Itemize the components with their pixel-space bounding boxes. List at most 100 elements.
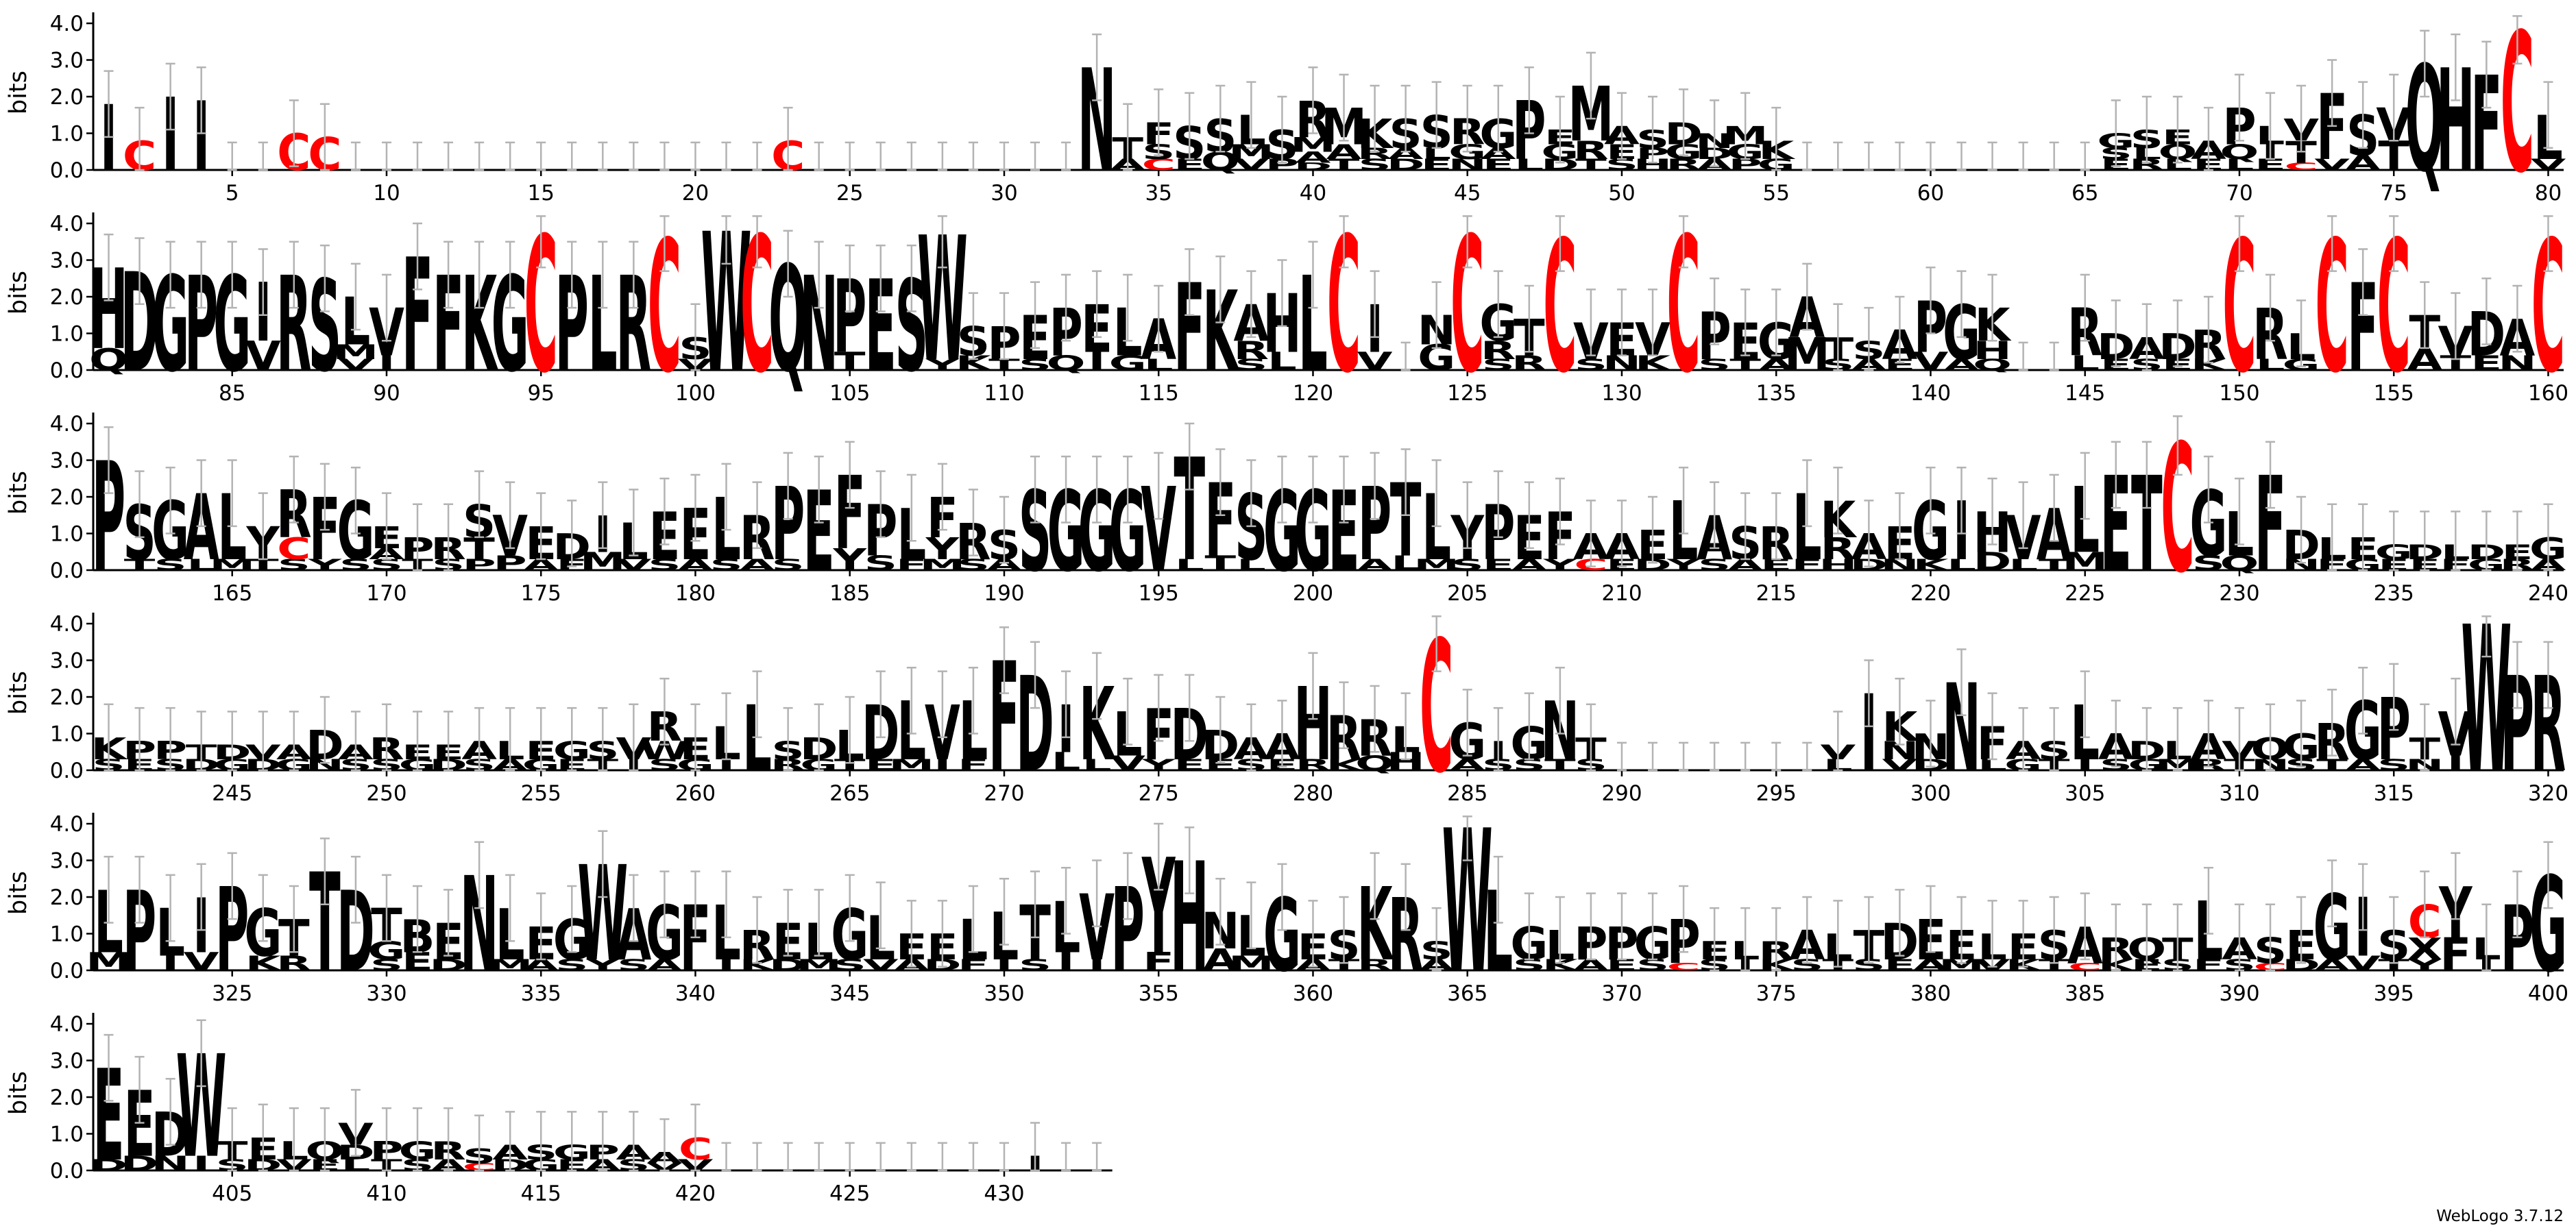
x-tick-label: 210 [1601, 581, 1642, 606]
error-bar [350, 855, 361, 924]
error-bar [1616, 92, 1627, 160]
error-bar [1740, 492, 1751, 561]
error-bar [690, 141, 701, 171]
error-bar [598, 481, 608, 550]
y-tick-label: 3.0 [50, 849, 84, 874]
error-bar [1215, 84, 1226, 153]
logo-letter: S [370, 957, 403, 974]
error-bar [2111, 700, 2121, 768]
logo-letter: A [647, 957, 683, 974]
error-bar [2080, 892, 2090, 961]
logo-letter: E [1483, 156, 1514, 174]
logo-letter: I [193, 1152, 210, 1175]
logo-letter: L [1144, 356, 1174, 374]
error-bar [227, 711, 237, 772]
x-tick-label: 275 [1139, 781, 1179, 806]
y-tick-label: 0.0 [50, 959, 84, 983]
error-bar [814, 241, 824, 309]
error-bar [937, 215, 947, 269]
error-bar [629, 874, 639, 942]
error-bar [1030, 141, 1041, 171]
error-bar [1956, 648, 1967, 717]
error-bar [196, 711, 206, 772]
error-bar [289, 1107, 299, 1172]
error-bar [1771, 741, 1782, 772]
error-bar [104, 1033, 114, 1102]
error-bar [2111, 99, 2121, 167]
logo-letter: R [1573, 136, 1609, 165]
x-tick-label: 5 [226, 181, 239, 206]
error-bar [2481, 903, 2492, 972]
error-bar [2172, 903, 2183, 972]
error-bar [165, 241, 175, 309]
error-bar [1092, 652, 1102, 720]
logo-letter: Y [832, 543, 867, 578]
logo-letter: N [1448, 156, 1487, 174]
error-bar [1184, 422, 1195, 491]
error-bar [845, 244, 855, 312]
error-bar [2234, 903, 2244, 972]
logo-letter: S [1358, 156, 1391, 174]
x-tick-label: 35 [1145, 181, 1171, 206]
logo-letter: L [2070, 352, 2100, 375]
error-bar [1648, 95, 1658, 164]
error-bar [1524, 481, 1534, 550]
logo-letter: S [648, 757, 681, 774]
logo-letter: V [1913, 347, 1949, 376]
error-bar [2481, 278, 2492, 345]
logo-letter: K [740, 957, 777, 974]
error-bar [350, 466, 361, 535]
error-bar [1679, 466, 1689, 535]
error-bar [536, 707, 546, 772]
logo-letter: E [2471, 352, 2503, 375]
error-bar [2420, 703, 2430, 772]
error-bar [968, 489, 978, 556]
error-bar [1184, 674, 1195, 742]
error-bar [505, 481, 515, 550]
error-bar [1215, 696, 1226, 764]
error-bar [1616, 892, 1627, 961]
error-bar [598, 241, 608, 309]
error-bar [2512, 284, 2523, 353]
error-bar [1987, 692, 1997, 761]
error-bar [999, 292, 1009, 360]
y-tick-label: 2.0 [50, 85, 84, 110]
error-bar [104, 703, 114, 772]
error-bar [2203, 700, 2213, 768]
error-bar [2141, 441, 2152, 509]
logo-letter: T [1205, 552, 1237, 575]
logo-letter: M [889, 757, 935, 774]
error-bar [1061, 866, 1071, 935]
error-bar [968, 1142, 978, 1172]
x-tick-label: 430 [984, 1181, 1024, 1206]
error-bar [1864, 306, 1874, 371]
error-bar [381, 141, 391, 171]
error-bar [2451, 678, 2461, 746]
error-bar [968, 292, 978, 360]
logo-letter: S [278, 556, 311, 574]
x-tick-label: 115 [1139, 381, 1179, 406]
error-bar [845, 1142, 855, 1172]
error-bar [2265, 92, 2276, 160]
logo-letter: V [245, 333, 281, 380]
logo-letter: A [1944, 356, 1980, 374]
x-tick-label: 145 [2065, 381, 2105, 406]
error-bar [752, 481, 762, 550]
logo-letter: Y [925, 532, 960, 567]
error-bar [1895, 295, 1905, 364]
error-bar [2265, 273, 2276, 342]
y-axis-label: bits [5, 71, 32, 114]
error-bar [2389, 511, 2399, 572]
error-bar [1585, 51, 1596, 120]
error-bar [1277, 259, 1287, 328]
x-tick-label: 355 [1139, 981, 1179, 1006]
error-bar [443, 241, 454, 309]
error-bar [1648, 741, 1658, 772]
logo-letter: M [487, 957, 533, 974]
error-bar [1123, 852, 1133, 920]
logo-letter: A [2345, 757, 2381, 774]
x-tick-label: 105 [829, 381, 870, 406]
